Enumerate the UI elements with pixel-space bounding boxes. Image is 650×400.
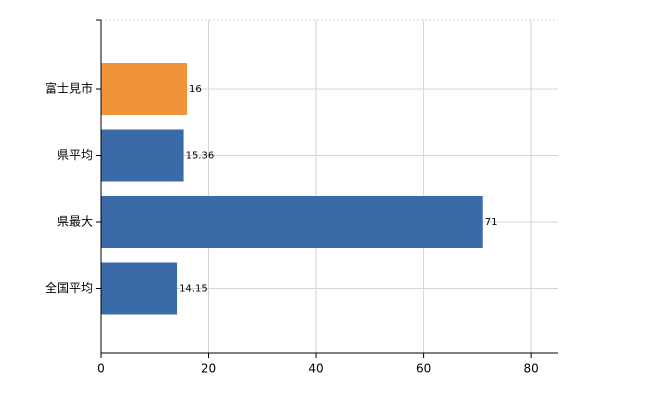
- y-tick-label: 県最大: [57, 215, 93, 229]
- y-tick-label: 富士見市: [45, 81, 93, 96]
- bar: [101, 129, 184, 182]
- value-label: 71: [485, 217, 498, 228]
- y-tick-label: 全国平均: [45, 280, 93, 295]
- x-tick-label: 80: [523, 362, 538, 376]
- value-label: 14.15: [179, 284, 208, 295]
- x-tick-label: 40: [308, 362, 323, 376]
- x-tick-label: 60: [416, 362, 431, 376]
- bar: [101, 262, 178, 315]
- y-tick-label: 県平均: [57, 148, 93, 162]
- bar: [101, 196, 483, 248]
- bar: [101, 63, 188, 115]
- value-label: 15.36: [186, 151, 215, 162]
- x-tick-label: 0: [97, 362, 105, 376]
- x-tick-label: 20: [201, 362, 216, 376]
- value-label: 16: [189, 84, 202, 95]
